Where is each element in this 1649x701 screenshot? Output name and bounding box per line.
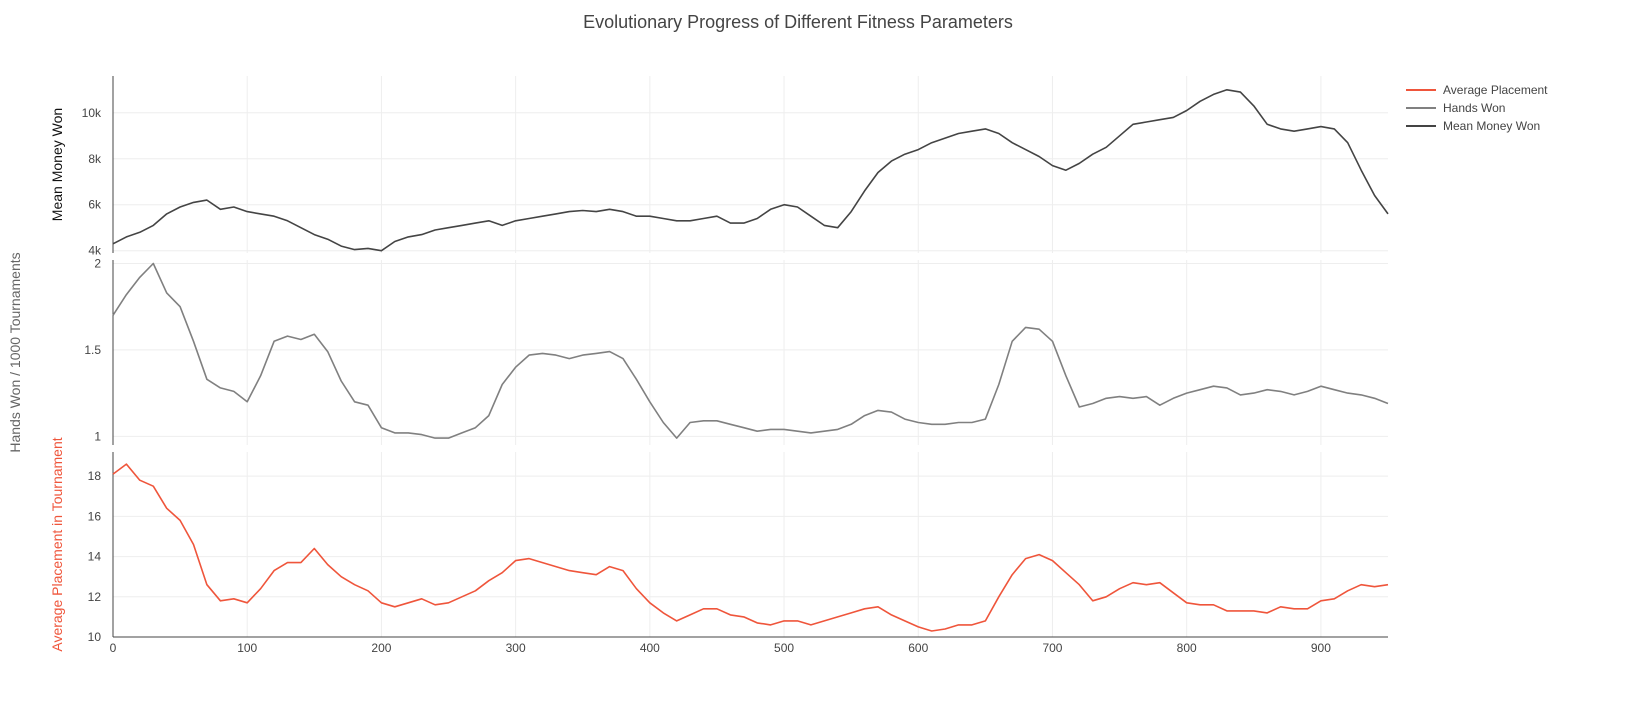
legend: Average Placement Hands Won Mean Money Won: [1406, 83, 1548, 133]
y-tick-label: 1: [94, 429, 101, 443]
x-tick-label: 0: [110, 641, 117, 655]
y-axis-title: Average Placement in Tournament: [49, 437, 65, 651]
chart-title: Evolutionary Progress of Different Fitne…: [583, 12, 1013, 32]
legend-item: Average Placement: [1406, 83, 1548, 97]
y-tick-label: 18: [88, 469, 102, 483]
y-axis-title: Mean Money Won: [49, 108, 65, 221]
y-tick-label: 16: [88, 509, 102, 523]
legend-item: Mean Money Won: [1406, 119, 1540, 133]
legend-label: Mean Money Won: [1443, 119, 1540, 133]
y-tick-label: 4k: [88, 244, 102, 258]
y-tick-label: 6k: [88, 198, 102, 212]
y-tick-label: 8k: [88, 152, 102, 166]
x-tick-label: 900: [1311, 641, 1331, 655]
series-line-average-placement: [112, 463, 1389, 632]
legend-item: Hands Won: [1406, 101, 1505, 115]
y-axis-title: Hands Won / 1000 Tournaments: [7, 252, 23, 452]
x-tick-label: 300: [506, 641, 526, 655]
panel-1: 4k 6k 8k 10k Mean Money Won: [49, 76, 1389, 258]
y-tick-label: 2: [94, 256, 101, 270]
x-tick-label: 400: [640, 641, 660, 655]
x-tick-label: 200: [371, 641, 391, 655]
x-tick-label: 800: [1177, 641, 1197, 655]
y-tick-label: 14: [88, 550, 102, 564]
y-tick-label: 12: [88, 590, 102, 604]
x-tick-label: 600: [908, 641, 928, 655]
panel-2: 1 1.5 2 Hands Won / 1000 Tournaments: [7, 252, 1389, 453]
x-tick-label: 500: [774, 641, 794, 655]
x-tick-label: 700: [1042, 641, 1062, 655]
legend-label: Average Placement: [1443, 83, 1548, 97]
y-tick-label: 1.5: [84, 343, 101, 357]
panel-3: 10 12 14 16 18 Average Placement in Tournamen…: [49, 437, 1389, 652]
y-tick-label: 10: [88, 630, 102, 644]
series-line-mean-money-won: [112, 89, 1389, 252]
series-line-hands-won: [112, 262, 1389, 439]
legend-label: Hands Won: [1443, 101, 1505, 115]
plot-area: 4k 6k 8k 10k Mean Money Won 1 1.5 2 Hands Won / …: [7, 76, 1389, 655]
y-tick-label: 10k: [82, 106, 102, 120]
x-tick-label: 100: [237, 641, 257, 655]
